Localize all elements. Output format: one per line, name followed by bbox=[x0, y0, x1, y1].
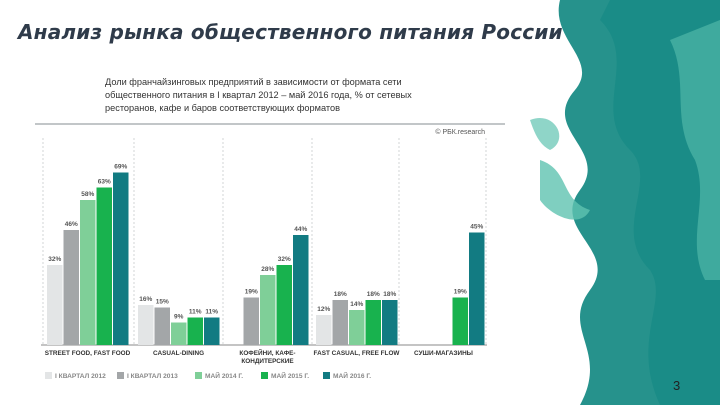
bar-2 bbox=[243, 297, 259, 345]
legend-label: МАЙ 2015 Г. bbox=[271, 371, 309, 380]
bar-3 bbox=[349, 310, 365, 345]
bar-3 bbox=[260, 275, 276, 345]
data-label: 9% bbox=[174, 314, 184, 321]
bar-4 bbox=[96, 187, 112, 345]
legend-label: I КВАРТАЛ 2013 bbox=[127, 373, 178, 380]
legend-label: МАЙ 2014 Г. bbox=[205, 371, 243, 380]
data-label: 11% bbox=[189, 309, 202, 316]
data-label: 69% bbox=[114, 164, 127, 171]
data-label: 46% bbox=[65, 221, 78, 228]
chart-panel: Доли франчайзинговых предприятий в завис… bbox=[35, 70, 505, 390]
data-label: 32% bbox=[48, 256, 61, 263]
data-label: 19% bbox=[245, 289, 258, 296]
bar-4 bbox=[365, 300, 381, 345]
data-label: 14% bbox=[350, 301, 363, 308]
category-label: STREET FOOD, FAST FOOD bbox=[45, 350, 131, 357]
data-label: 12% bbox=[317, 306, 330, 313]
bar-2 bbox=[63, 230, 79, 345]
chart-title-line-1: Доли франчайзинговых предприятий в завис… bbox=[105, 77, 402, 87]
data-label: 28% bbox=[261, 266, 274, 273]
data-label: 58% bbox=[81, 191, 94, 198]
legend-swatch bbox=[195, 372, 202, 379]
bar-5 bbox=[382, 300, 398, 345]
bar-chart: © РБК.research 32% 46% 58% 63% 69% STREET FOO… bbox=[35, 123, 505, 380]
data-label: 16% bbox=[139, 296, 152, 303]
bar-5 bbox=[113, 172, 129, 345]
bar-5 bbox=[293, 235, 309, 345]
bar-4 bbox=[276, 265, 292, 345]
data-label: 18% bbox=[334, 291, 347, 298]
chart-title: Доли франчайзинговых предприятий в завис… bbox=[105, 76, 435, 115]
slide-title: Анализ рынка общественного питания Росси… bbox=[18, 20, 563, 44]
legend-label: МАЙ 2016 Г. bbox=[333, 371, 371, 380]
legend-swatch bbox=[261, 372, 268, 379]
legend-swatch bbox=[323, 372, 330, 379]
page-number: 3 bbox=[673, 378, 681, 393]
data-label: 18% bbox=[383, 291, 396, 298]
bar-4 bbox=[187, 317, 203, 345]
category-label: FAST CASUAL, FREE FLOW bbox=[314, 350, 401, 357]
bar-1 bbox=[316, 315, 332, 345]
data-label: 11% bbox=[205, 309, 218, 316]
bar-4 bbox=[452, 297, 468, 345]
data-label: 32% bbox=[278, 256, 291, 263]
category-label: CASUAL-DINING bbox=[153, 350, 204, 357]
category-label: КОФЕЙНИ, КАФЕ- bbox=[239, 348, 295, 357]
data-label: 19% bbox=[454, 289, 467, 296]
decorative-paint-strokes bbox=[530, 0, 720, 405]
chart-title-line-3: ресторанов, кафе и баров соответствующих… bbox=[105, 103, 340, 113]
bar-3 bbox=[171, 322, 187, 345]
bar-3 bbox=[80, 200, 96, 345]
data-label: 44% bbox=[294, 226, 307, 233]
data-label: 45% bbox=[470, 224, 483, 231]
data-label: 15% bbox=[156, 299, 169, 306]
legend-label: I КВАРТАЛ 2012 bbox=[55, 373, 106, 380]
bar-2 bbox=[332, 300, 348, 345]
chart-source: © РБК.research bbox=[435, 128, 485, 136]
data-label: 18% bbox=[367, 291, 380, 298]
bar-1 bbox=[47, 265, 63, 345]
bar-5 bbox=[204, 317, 220, 345]
category-label: КОНДИТЕРСКИЕ bbox=[241, 358, 294, 365]
chart-title-line-2: общественного питания в I квартал 2012 –… bbox=[105, 90, 412, 100]
category-label: СУШИ-МАГАЗИНЫ bbox=[414, 350, 473, 357]
bar-5 bbox=[469, 232, 485, 345]
bar-2 bbox=[154, 307, 170, 345]
legend-swatch bbox=[45, 372, 52, 379]
data-label: 63% bbox=[98, 179, 111, 186]
bar-1 bbox=[138, 305, 154, 345]
legend-swatch bbox=[117, 372, 124, 379]
